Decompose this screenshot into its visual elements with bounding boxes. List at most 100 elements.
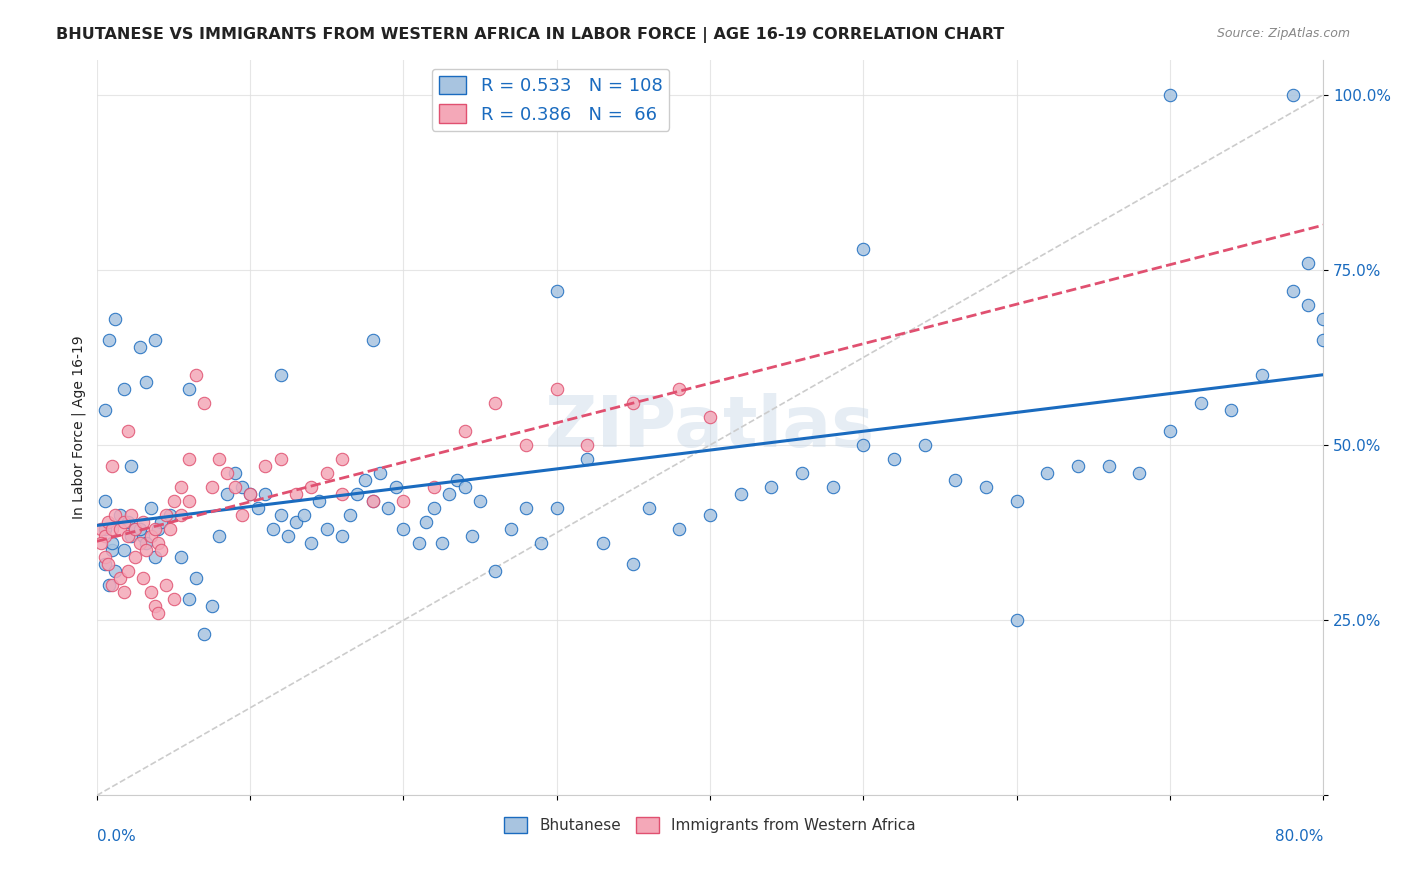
Point <box>239 487 262 501</box>
Point <box>93 529 115 543</box>
Point <box>101 536 124 550</box>
Point <box>439 487 461 501</box>
Point <box>124 550 146 565</box>
Point <box>124 522 146 536</box>
Point <box>135 375 157 389</box>
Point <box>361 333 384 347</box>
Point <box>546 382 568 396</box>
Point <box>162 494 184 508</box>
Point <box>315 522 337 536</box>
Point <box>1067 458 1090 473</box>
Point <box>108 522 131 536</box>
Point <box>277 529 299 543</box>
Point <box>1005 494 1028 508</box>
Point <box>637 501 659 516</box>
Point <box>177 592 200 607</box>
Point <box>231 480 253 494</box>
Point <box>852 438 875 452</box>
Point <box>270 508 292 522</box>
Point <box>285 515 308 529</box>
Point <box>224 480 246 494</box>
Point <box>623 396 645 410</box>
Text: Source: ZipAtlas.com: Source: ZipAtlas.com <box>1216 27 1350 40</box>
Point <box>231 508 253 522</box>
Point <box>423 501 446 516</box>
Point <box>361 494 384 508</box>
Point <box>415 515 437 529</box>
Point <box>1281 87 1303 102</box>
Point <box>117 515 139 529</box>
Point <box>530 536 553 550</box>
Point <box>454 424 477 438</box>
Point <box>852 242 875 256</box>
Point <box>346 487 368 501</box>
Point <box>93 494 115 508</box>
Point <box>162 592 184 607</box>
Point <box>423 480 446 494</box>
Point <box>101 522 124 536</box>
Text: 0.0%: 0.0% <box>97 829 135 844</box>
Point <box>124 522 146 536</box>
Point <box>139 585 162 599</box>
Point <box>146 536 169 550</box>
Point <box>193 396 215 410</box>
Point <box>135 543 157 558</box>
Text: ZIPatlas: ZIPatlas <box>546 393 875 462</box>
Point <box>370 466 392 480</box>
Point <box>790 466 813 480</box>
Point <box>461 529 484 543</box>
Point <box>914 438 936 452</box>
Point <box>143 333 166 347</box>
Point <box>128 340 150 354</box>
Point <box>730 487 752 501</box>
Point <box>217 487 239 501</box>
Point <box>1251 368 1274 382</box>
Point <box>468 494 491 508</box>
Point <box>392 494 415 508</box>
Point <box>101 458 124 473</box>
Point <box>108 508 131 522</box>
Point <box>699 508 721 522</box>
Y-axis label: In Labor Force | Age 16-19: In Labor Force | Age 16-19 <box>72 335 86 519</box>
Point <box>330 452 353 467</box>
Point <box>97 515 120 529</box>
Point <box>143 522 166 536</box>
Point <box>117 564 139 578</box>
Point <box>150 543 173 558</box>
Point <box>385 480 408 494</box>
Point <box>454 480 477 494</box>
Point <box>292 508 315 522</box>
Point <box>499 522 522 536</box>
Point <box>117 424 139 438</box>
Point <box>132 571 155 585</box>
Point <box>1296 298 1319 312</box>
Point <box>114 543 136 558</box>
Point <box>576 452 599 467</box>
Point <box>330 529 353 543</box>
Point <box>1312 311 1334 326</box>
Point <box>139 529 162 543</box>
Point <box>408 536 430 550</box>
Point <box>120 529 142 543</box>
Point <box>104 564 127 578</box>
Point <box>668 382 690 396</box>
Point <box>97 557 120 571</box>
Point <box>201 599 224 614</box>
Point <box>143 550 166 565</box>
Point <box>623 557 645 571</box>
Point <box>208 452 231 467</box>
Point <box>186 571 208 585</box>
Point <box>515 438 537 452</box>
Point <box>170 508 193 522</box>
Point <box>1098 458 1121 473</box>
Point <box>155 578 177 592</box>
Point <box>93 557 115 571</box>
Point <box>546 501 568 516</box>
Point <box>354 473 377 487</box>
Point <box>135 536 157 550</box>
Point <box>90 536 112 550</box>
Legend: Bhutanese, Immigrants from Western Africa: Bhutanese, Immigrants from Western Afric… <box>498 811 922 839</box>
Point <box>1005 613 1028 627</box>
Point <box>484 396 506 410</box>
Point <box>98 333 121 347</box>
